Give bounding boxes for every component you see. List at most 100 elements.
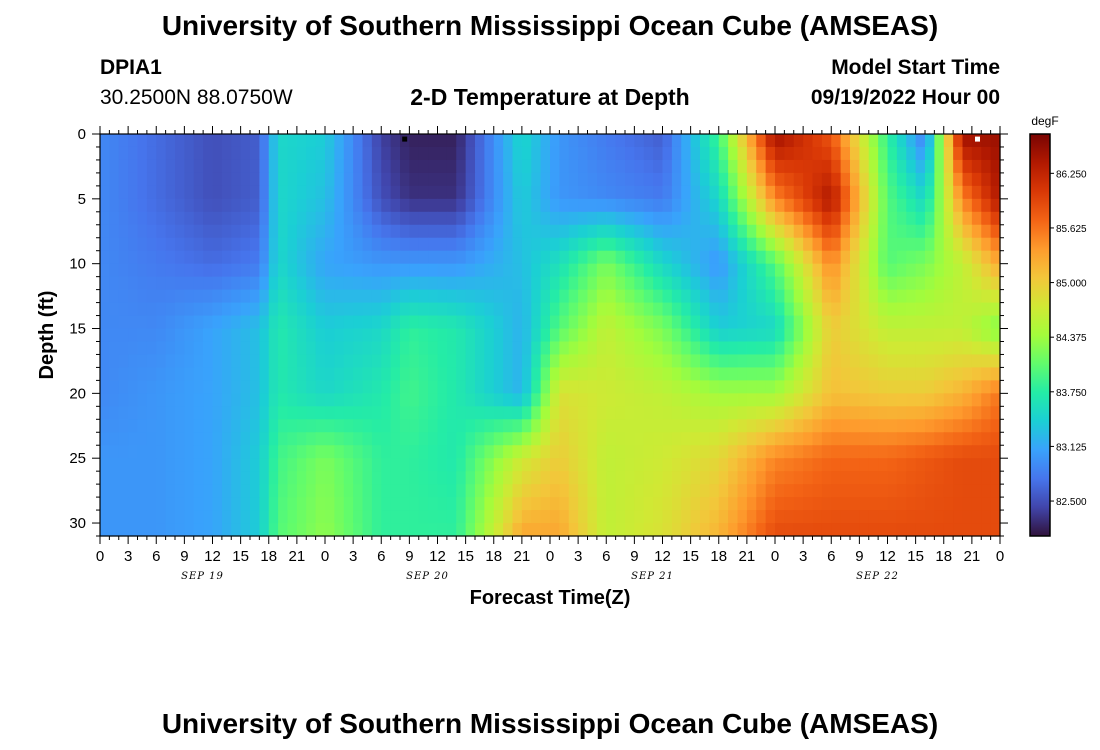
- heatmap-cell: [409, 406, 420, 420]
- heatmap-cell: [343, 237, 354, 252]
- heatmap-cell: [334, 497, 345, 511]
- heatmap-cell: [625, 523, 635, 537]
- heatmap-cell: [653, 146, 664, 161]
- heatmap-cell: [784, 458, 795, 472]
- heatmap-cell: [521, 237, 532, 252]
- heatmap-cell: [193, 198, 204, 213]
- heatmap-cell: [221, 134, 232, 148]
- heatmap-cell: [456, 523, 467, 537]
- heatmap-cell: [953, 341, 964, 356]
- x-tick-label: 21: [514, 548, 531, 565]
- heatmap-cell: [240, 367, 251, 381]
- heatmap-cell: [128, 445, 139, 459]
- heatmap-cell: [512, 354, 523, 369]
- heatmap-cell: [962, 185, 973, 200]
- heatmap-cell: [653, 198, 664, 213]
- heatmap-cell: [156, 263, 167, 278]
- heatmap-cell: [484, 315, 495, 330]
- heatmap-cell: [146, 497, 157, 511]
- heatmap-cell: [746, 134, 757, 148]
- heatmap-cell: [428, 224, 439, 239]
- heatmap-cell: [109, 198, 120, 213]
- heatmap-cell: [465, 237, 476, 252]
- heatmap-cell: [746, 276, 757, 291]
- heatmap-cell: [381, 263, 392, 278]
- heatmap-cell: [315, 146, 326, 161]
- heatmap-cell: [812, 302, 823, 317]
- heatmap-cell: [109, 289, 120, 304]
- heatmap-cell: [756, 380, 767, 394]
- heatmap-cell: [259, 224, 270, 239]
- heatmap-cell: [353, 380, 364, 394]
- heatmap-cell: [100, 211, 110, 226]
- heatmap-cell: [418, 419, 429, 433]
- heatmap-cell: [137, 315, 148, 330]
- heatmap-cell: [362, 250, 373, 265]
- heatmap-cell: [859, 484, 870, 498]
- heatmap-cell: [953, 289, 964, 304]
- heatmap-cell: [887, 458, 898, 472]
- heatmap-cell: [784, 406, 795, 420]
- heatmap-cell: [962, 497, 973, 511]
- heatmap-cell: [456, 341, 467, 356]
- heatmap-cell: [803, 159, 814, 174]
- heatmap-cell: [465, 497, 476, 511]
- heatmap-cell: [437, 198, 448, 213]
- heatmap-cell: [231, 458, 242, 472]
- heatmap-cell: [681, 134, 692, 148]
- heatmap-cell: [746, 263, 757, 278]
- heatmap-cell: [596, 445, 607, 459]
- heatmap-cell: [681, 198, 692, 213]
- heatmap-cell: [718, 484, 729, 498]
- heatmap-cell: [756, 224, 767, 239]
- heatmap-cell: [737, 237, 748, 252]
- heatmap-cell: [803, 510, 814, 524]
- heatmap-cell: [193, 211, 204, 226]
- heatmap-cell: [850, 276, 860, 291]
- heatmap-cell: [850, 432, 860, 446]
- heatmap-cell: [934, 289, 945, 304]
- heatmap-cell: [578, 419, 589, 433]
- heatmap-cell: [625, 172, 635, 187]
- heatmap-cell: [634, 302, 645, 317]
- heatmap-cell: [681, 276, 692, 291]
- heatmap-cell: [990, 302, 1001, 317]
- heatmap-cell: [259, 250, 270, 265]
- heatmap-cell: [456, 198, 467, 213]
- heatmap-cell: [728, 367, 739, 381]
- heatmap-cell: [606, 172, 617, 187]
- heatmap-cell: [596, 185, 607, 200]
- colorbar-tick-label: 83.750: [1056, 388, 1087, 399]
- colorbar-tick-label: 84.375: [1056, 333, 1087, 344]
- heatmap-cell: [850, 458, 860, 472]
- heatmap-cell: [175, 250, 185, 265]
- heatmap-cell: [287, 432, 298, 446]
- heatmap-cell: [100, 510, 110, 524]
- heatmap-cell: [812, 328, 823, 343]
- heatmap-cell: [878, 315, 889, 330]
- heatmap-cell: [456, 315, 467, 330]
- heatmap-cell: [606, 523, 617, 537]
- heatmap-cell: [718, 445, 729, 459]
- heatmap-cell: [353, 289, 364, 304]
- heatmap-cell: [625, 159, 635, 174]
- heatmap-cell: [653, 172, 664, 187]
- heatmap-cell: [831, 237, 842, 252]
- heatmap-cell: [709, 367, 720, 381]
- heatmap-cell: [409, 523, 420, 537]
- heatmap-cell: [371, 224, 382, 239]
- heatmap-cell: [934, 380, 945, 394]
- heatmap-cell: [203, 354, 214, 369]
- heatmap-cell: [231, 380, 242, 394]
- heatmap-cell: [700, 263, 710, 278]
- heatmap-cell: [578, 276, 589, 291]
- heatmap-cell: [475, 393, 485, 407]
- heatmap-cell: [231, 328, 242, 343]
- heatmap-cell: [756, 484, 767, 498]
- heatmap-cell: [484, 276, 495, 291]
- heatmap-cell: [221, 419, 232, 433]
- heatmap-cell: [606, 497, 617, 511]
- heatmap-cell: [484, 484, 495, 498]
- heatmap-cell: [371, 146, 382, 161]
- heatmap-cell: [578, 354, 589, 369]
